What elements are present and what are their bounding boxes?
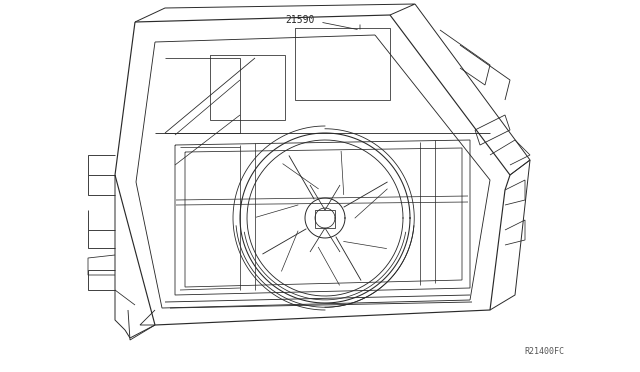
Text: 21590: 21590 <box>285 15 314 25</box>
Text: R21400FC: R21400FC <box>524 347 564 356</box>
